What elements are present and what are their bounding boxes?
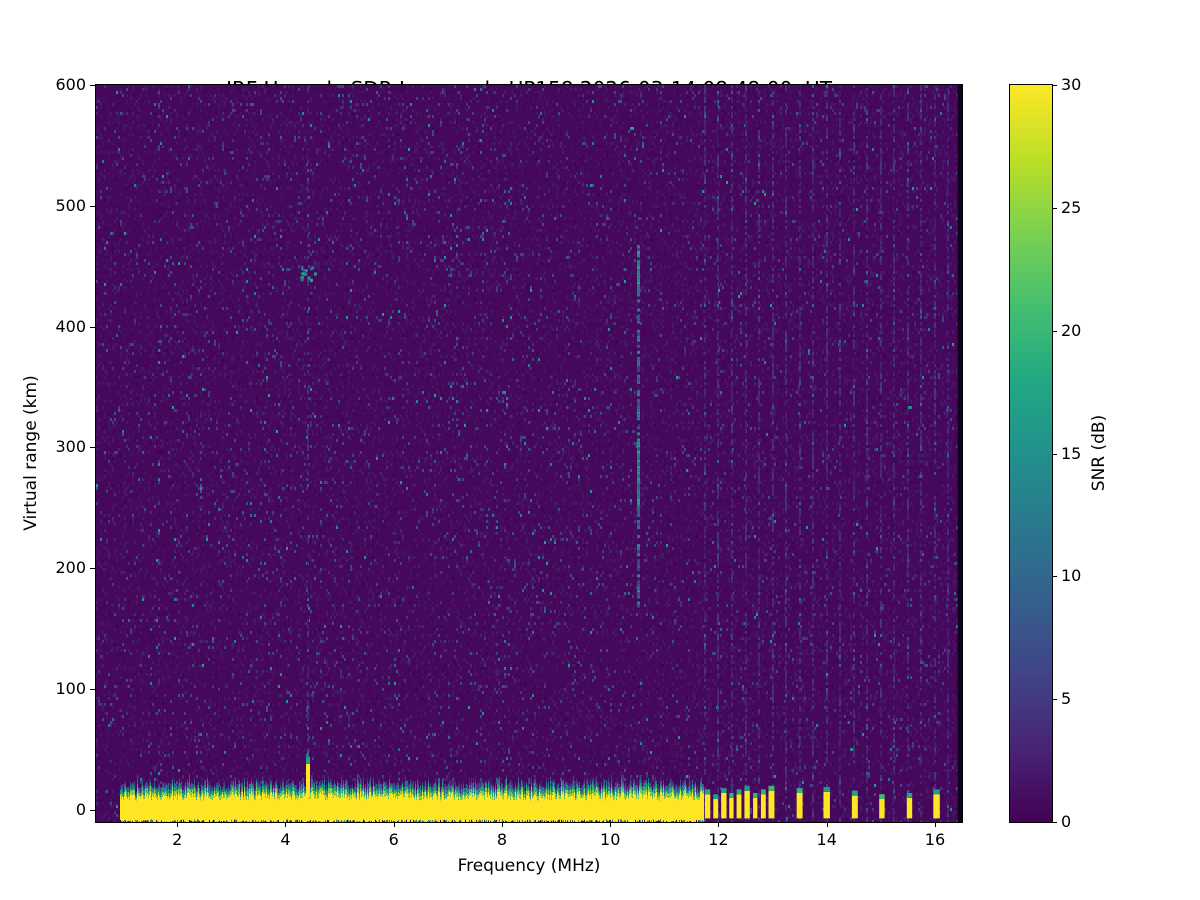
colorbar-tick-mark bbox=[1053, 699, 1057, 701]
x-tick-mark bbox=[826, 823, 828, 827]
x-tick-mark bbox=[501, 823, 503, 827]
y-tick-mark bbox=[90, 447, 95, 449]
x-tick-label: 2 bbox=[172, 830, 183, 849]
x-tick-label: 10 bbox=[600, 830, 621, 849]
x-tick-label: 4 bbox=[280, 830, 291, 849]
x-tick-label: 12 bbox=[708, 830, 729, 849]
x-tick-mark bbox=[393, 823, 395, 827]
colorbar-tick-label: 30 bbox=[1061, 75, 1082, 94]
colorbar-tick-label: 0 bbox=[1061, 812, 1072, 831]
x-axis-label: Frequency (MHz) bbox=[457, 856, 601, 876]
x-tick-mark bbox=[177, 823, 179, 827]
colorbar-tick-label: 20 bbox=[1061, 320, 1082, 340]
y-tick-mark bbox=[90, 326, 95, 328]
colorbar-gradient bbox=[1010, 85, 1052, 822]
y-tick-mark bbox=[90, 689, 95, 691]
y-tick-mark bbox=[90, 568, 95, 570]
y-tick-mark bbox=[90, 809, 95, 811]
x-tick-label: 14 bbox=[816, 830, 837, 849]
colorbar bbox=[1009, 84, 1053, 823]
colorbar-label: SNR (dB) bbox=[1089, 414, 1109, 492]
colorbar-tick-mark bbox=[1053, 822, 1057, 823]
colorbar-tick-mark bbox=[1053, 207, 1057, 209]
x-tick-label: 6 bbox=[388, 830, 399, 849]
x-tick-label: 8 bbox=[496, 830, 508, 849]
y-tick-label: 500 bbox=[55, 195, 86, 215]
x-tick-mark bbox=[934, 823, 936, 827]
y-tick-label: 300 bbox=[55, 437, 86, 457]
x-tick-label: 16 bbox=[924, 830, 946, 849]
ionogram-heatmap bbox=[96, 85, 962, 822]
colorbar-tick-mark bbox=[1053, 576, 1057, 578]
y-tick-label: 400 bbox=[55, 316, 86, 336]
colorbar-tick-mark bbox=[1053, 330, 1057, 332]
colorbar-tick-label: 10 bbox=[1061, 566, 1082, 586]
x-tick-mark bbox=[610, 823, 612, 827]
y-tick-label: 200 bbox=[55, 558, 86, 578]
colorbar-tick-mark bbox=[1053, 453, 1057, 455]
y-tick-label: 600 bbox=[55, 75, 86, 94]
x-tick-mark bbox=[285, 823, 287, 827]
colorbar-tick-mark bbox=[1053, 85, 1057, 86]
y-tick-mark bbox=[90, 85, 95, 86]
x-tick-mark bbox=[718, 823, 720, 827]
y-tick-label: 100 bbox=[55, 679, 86, 699]
y-tick-mark bbox=[90, 205, 95, 207]
colorbar-tick-label: 15 bbox=[1061, 443, 1082, 463]
plot-area bbox=[95, 84, 963, 823]
y-tick-label: 0 bbox=[75, 799, 86, 819]
colorbar-tick-label: 25 bbox=[1061, 197, 1082, 217]
colorbar-tick-label: 5 bbox=[1061, 689, 1072, 709]
